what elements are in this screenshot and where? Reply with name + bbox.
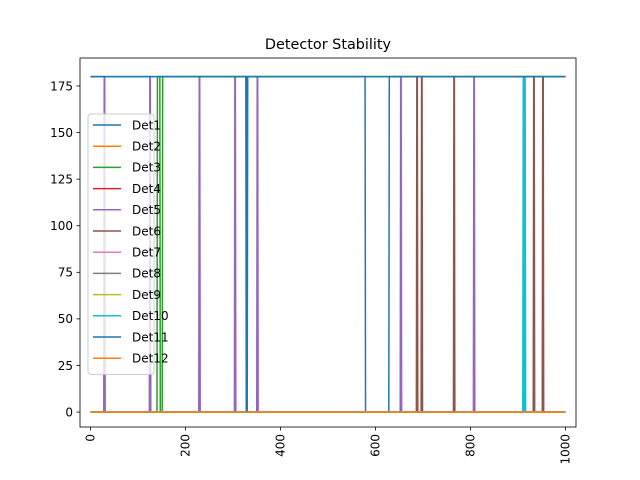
y-tick-label: 125 xyxy=(50,172,73,186)
legend-label-det1: Det1 xyxy=(132,118,161,132)
series-line-det3 xyxy=(90,75,566,413)
series-line-det11 xyxy=(90,75,566,413)
legend-label-det2: Det2 xyxy=(132,140,161,154)
plot-area xyxy=(79,57,577,428)
y-tick-label: 50 xyxy=(58,312,73,326)
legend-label-det10: Det10 xyxy=(132,309,169,323)
legend-box xyxy=(87,113,155,375)
y-tick-label: 100 xyxy=(50,219,73,233)
legend-label-det4: Det4 xyxy=(132,182,161,196)
x-tick-label: 200 xyxy=(178,434,192,457)
legend-label-det6: Det6 xyxy=(132,224,161,238)
x-axis: 0 200 400 600 800 1000 xyxy=(83,427,573,465)
legend: Det1 Det2 Det3 Det4 Det5 Det6 Det7 Det8 Det9 Det1… xyxy=(87,113,169,375)
y-tick-label: 0 xyxy=(65,405,73,419)
x-tick-label: 400 xyxy=(273,434,287,457)
legend-label-det7: Det7 xyxy=(132,246,161,260)
legend-label-det3: Det3 xyxy=(132,161,161,175)
y-tick-label: 75 xyxy=(58,266,73,280)
y-tick-label: 25 xyxy=(58,359,73,373)
legend-label-det5: Det5 xyxy=(132,203,161,217)
legend-label-det8: Det8 xyxy=(132,267,161,281)
x-tick-label: 600 xyxy=(369,434,383,457)
x-tick-label: 1000 xyxy=(559,434,573,465)
legend-label-det12: Det12 xyxy=(132,352,169,366)
series-layer xyxy=(90,75,566,413)
y-tick-label: 150 xyxy=(50,126,73,140)
chart-title: Detector Stability xyxy=(265,37,392,53)
y-tick-label: 175 xyxy=(50,79,73,93)
x-tick-label: 0 xyxy=(83,434,97,442)
x-tick-label: 800 xyxy=(464,434,478,457)
plot-frame xyxy=(79,57,577,428)
legend-label-det11: Det11 xyxy=(132,330,169,344)
legend-label-det9: Det9 xyxy=(132,288,161,302)
y-axis: 0 25 50 75 100 125 150 175 xyxy=(50,79,80,419)
